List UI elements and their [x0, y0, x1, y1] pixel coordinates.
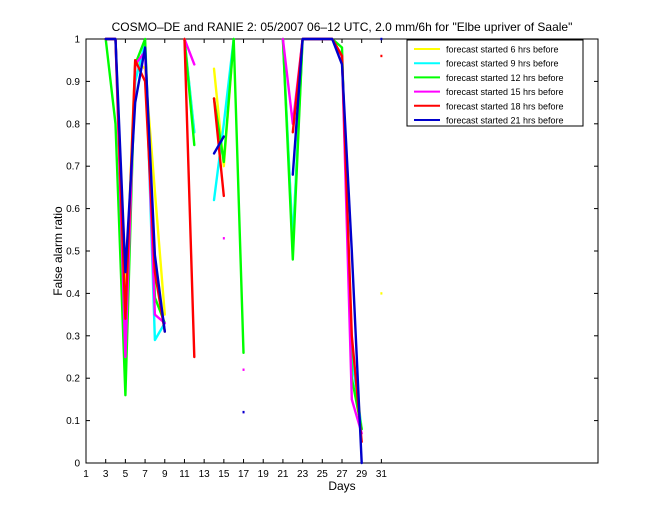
y-tick-label: 0.8 [66, 119, 80, 130]
series-line [183, 37, 196, 66]
series-point [242, 368, 245, 371]
x-tick-label: 27 [336, 469, 348, 480]
legend-box [406, 39, 584, 127]
series-point [380, 292, 383, 295]
y-tick-label: 0.6 [66, 204, 80, 215]
series-point [380, 54, 383, 58]
x-tick-label: 21 [277, 469, 289, 480]
legend-label: forecast started 15 hrs before [446, 87, 564, 97]
x-tick-label: 31 [376, 469, 388, 480]
y-tick-label: 0.9 [66, 77, 80, 88]
x-tick-label: 7 [142, 469, 148, 480]
y-tick-label: 1 [74, 35, 80, 46]
x-tick-label: 29 [356, 469, 368, 480]
series-layer [104, 37, 383, 465]
series-point [222, 237, 225, 240]
series-point [242, 410, 245, 414]
x-tick-label: 9 [162, 469, 168, 480]
x-tick-label: 13 [199, 469, 211, 480]
y-tick-label: 0.2 [66, 374, 80, 385]
y-tick-label: 0.1 [66, 416, 80, 427]
y-tick-label: 0.3 [66, 331, 80, 342]
y-tick-label: 0.7 [66, 162, 80, 173]
y-axis-label: False alarm ratio [51, 206, 65, 296]
series-line [291, 37, 363, 465]
legend-label: forecast started 6 hrs before [446, 45, 559, 55]
x-tick-label: 23 [297, 469, 309, 480]
series-line [104, 37, 167, 333]
x-axis: 1 3 5 7 9 11 13 15 17 19 21 23 25 27 29 31 [83, 39, 387, 480]
x-axis-label: Days [328, 479, 355, 493]
x-tick-label: 17 [238, 469, 250, 480]
y-tick-label: 0.4 [66, 289, 80, 300]
legend-label: forecast started 12 hrs before [446, 73, 564, 83]
series-line [212, 37, 245, 354]
x-tick-label: 1 [83, 469, 89, 480]
series-point [380, 37, 383, 41]
x-tick-label: 25 [317, 469, 329, 480]
y-axis: 0 0.1 0.2 0.3 0.4 0.5 0.6 0.7 0.8 0.9 1 [66, 35, 598, 470]
x-tick-label: 3 [103, 469, 109, 480]
x-tick-label: 5 [123, 469, 129, 480]
x-tick-label: 15 [218, 469, 230, 480]
series-line [183, 37, 196, 359]
legend-label: forecast started 18 hrs before [446, 101, 564, 111]
legend-label: forecast started 21 hrs before [446, 116, 564, 126]
legend-label: forecast started 9 hrs before [446, 59, 559, 69]
series-6 [104, 37, 383, 465]
series-line [212, 135, 226, 155]
y-tick-label: 0.5 [66, 247, 80, 258]
x-tick-label: 19 [258, 469, 270, 480]
chart-title: COSMO–DE and RANIE 2: 05/2007 06–12 UTC,… [112, 20, 573, 34]
x-tick-label: 11 [179, 469, 190, 480]
legend: forecast started 6 hrs before forecast st… [406, 39, 584, 127]
y-tick-label: 0 [74, 459, 80, 470]
